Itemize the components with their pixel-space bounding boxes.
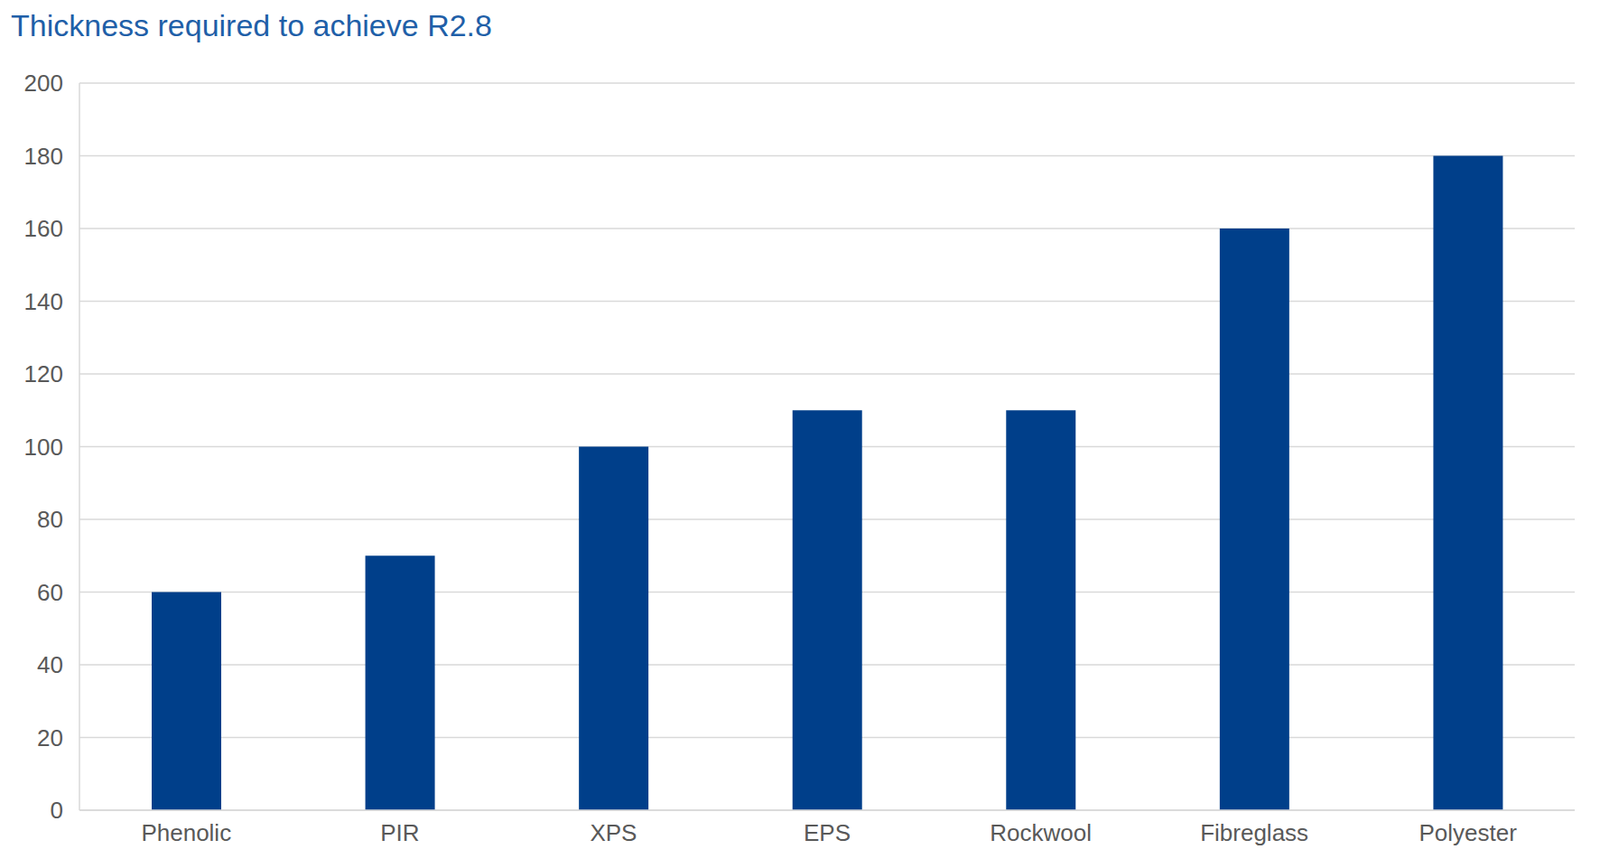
svg-text:100: 100 bbox=[24, 433, 64, 461]
svg-text:Fibreglass: Fibreglass bbox=[1200, 818, 1309, 847]
svg-text:EPS: EPS bbox=[803, 818, 851, 847]
svg-text:PIR: PIR bbox=[380, 818, 419, 847]
svg-text:180: 180 bbox=[24, 142, 64, 170]
svg-text:XPS: XPS bbox=[589, 818, 637, 847]
svg-text:140: 140 bbox=[24, 288, 64, 316]
svg-text:200: 200 bbox=[24, 69, 64, 97]
svg-text:160: 160 bbox=[24, 214, 64, 242]
html-text:Thickness required to achieve: Thickness required to achieve R2.8 bbox=[10, 8, 493, 43]
svg-text:Phenolic: Phenolic bbox=[140, 818, 232, 847]
svg-text:Polyester: Polyester bbox=[1419, 818, 1518, 847]
svg-text:80: 80 bbox=[37, 505, 64, 533]
svg-text:60: 60 bbox=[37, 578, 64, 606]
svg-text:120: 120 bbox=[24, 360, 64, 388]
svg-text:40: 40 bbox=[37, 651, 64, 679]
svg-text:0: 0 bbox=[50, 796, 64, 824]
svg-text:20: 20 bbox=[37, 724, 64, 752]
svg-text:Rockwool: Rockwool bbox=[989, 818, 1092, 847]
